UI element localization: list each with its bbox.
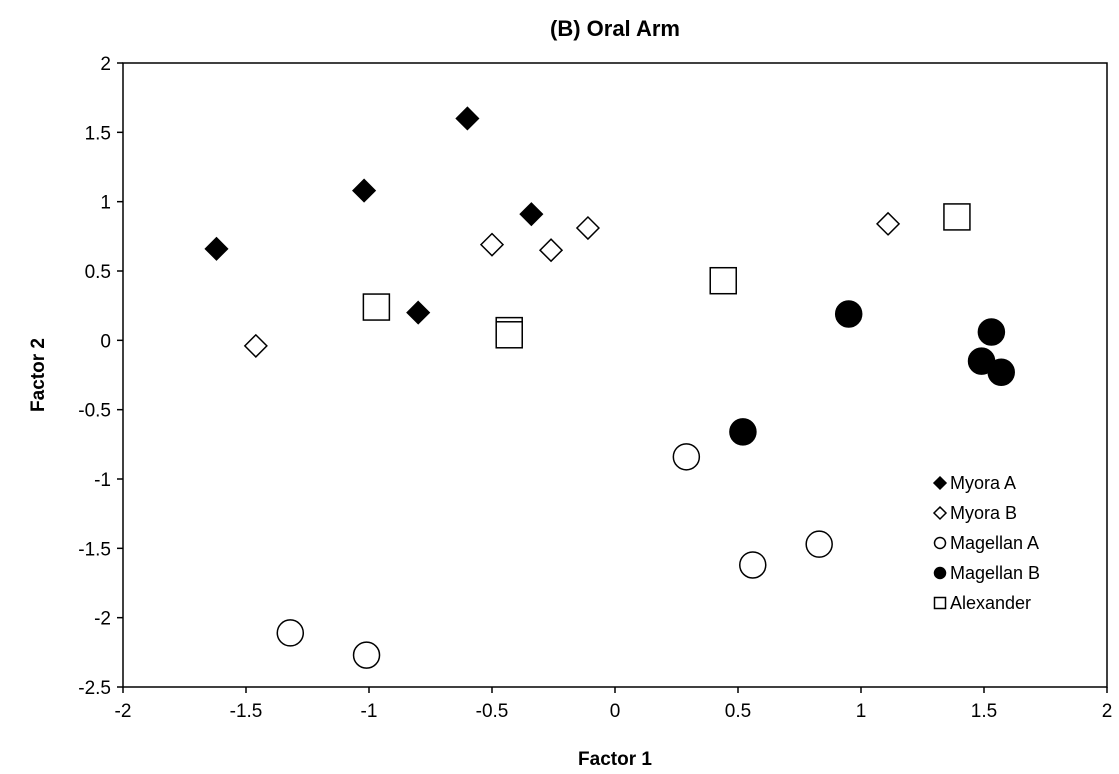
data-point-myora-b	[575, 215, 601, 241]
data-point-myora-b	[538, 238, 564, 263]
x-tick-label: 0.5	[725, 701, 751, 722]
y-tick-label: 1	[100, 193, 111, 214]
data-point-myora-a	[406, 300, 431, 325]
legend-marker-magellan-b	[933, 566, 947, 580]
y-axis-label: Factor 2	[28, 338, 49, 412]
x-tick-label: 1	[856, 701, 867, 722]
data-point-magellan-a	[739, 551, 767, 579]
chart-title: (B) Oral Arm	[550, 16, 680, 41]
data-point-magellan-b	[987, 358, 1015, 386]
x-tick-label: 2	[1102, 701, 1113, 722]
y-tick-label: 0	[100, 331, 111, 352]
data-points	[204, 106, 1015, 669]
y-tick-label: 2	[100, 54, 111, 75]
y-tick-label: -1.5	[78, 539, 111, 560]
data-point-magellan-a	[805, 530, 833, 558]
x-tick-label: -2	[115, 701, 132, 722]
legend-marker-magellan-a	[933, 536, 947, 550]
data-point-alexander	[709, 266, 737, 295]
y-tick-label: 0.5	[85, 262, 111, 283]
data-point-myora-b	[479, 232, 505, 257]
legend-marker-alexander	[933, 596, 947, 610]
data-point-magellan-a	[276, 619, 305, 647]
data-point-magellan-b	[729, 418, 757, 446]
x-tick-label: -0.5	[476, 701, 509, 722]
x-tick-label: -1	[361, 701, 378, 722]
legend-label: Alexander	[950, 593, 1031, 613]
x-tick-label: 1.5	[971, 701, 997, 722]
plot-area	[122, 62, 1108, 688]
legend-label: Myora B	[950, 503, 1017, 523]
y-tick-label: 1.5	[85, 123, 111, 144]
legend-marker-myora-b	[932, 505, 948, 521]
data-point-myora-b	[243, 333, 268, 358]
data-point-myora-a	[519, 202, 544, 227]
y-axis-ticks: -2.5 -2 -1.5 -1 -0.5 0 0.5 1 1.5 2	[78, 54, 123, 699]
legend-label: Myora A	[950, 473, 1016, 493]
y-tick-label: -1	[94, 470, 111, 491]
y-tick-label: -2	[94, 609, 111, 630]
x-tick-label: 0	[610, 701, 621, 722]
data-point-myora-a	[352, 178, 377, 203]
x-tick-label: -1.5	[230, 701, 263, 722]
data-point-magellan-a	[352, 641, 381, 669]
data-point-magellan-b	[977, 318, 1006, 346]
y-tick-label: -0.5	[78, 401, 111, 422]
data-point-magellan-b	[834, 300, 863, 328]
legend-label: Magellan A	[950, 533, 1039, 553]
data-point-myora-a	[455, 106, 480, 131]
data-point-myora-b	[875, 211, 901, 236]
x-axis-ticks: -2 -1.5 -1 -0.5 0 0.5 1 1.5 2	[115, 687, 1113, 722]
data-point-alexander	[495, 321, 523, 349]
legend-label: Magellan B	[950, 563, 1040, 583]
data-point-alexander	[943, 203, 971, 231]
y-tick-label: -2.5	[78, 678, 111, 699]
legend-marker-myora-a	[932, 475, 948, 491]
data-point-magellan-a	[672, 443, 701, 471]
data-point-myora-a	[204, 236, 229, 261]
x-axis-label: Factor 1	[578, 749, 652, 770]
legend: Myora A Myora B Magellan A Magellan B Alexan…	[932, 473, 1040, 613]
data-point-alexander	[362, 293, 391, 321]
